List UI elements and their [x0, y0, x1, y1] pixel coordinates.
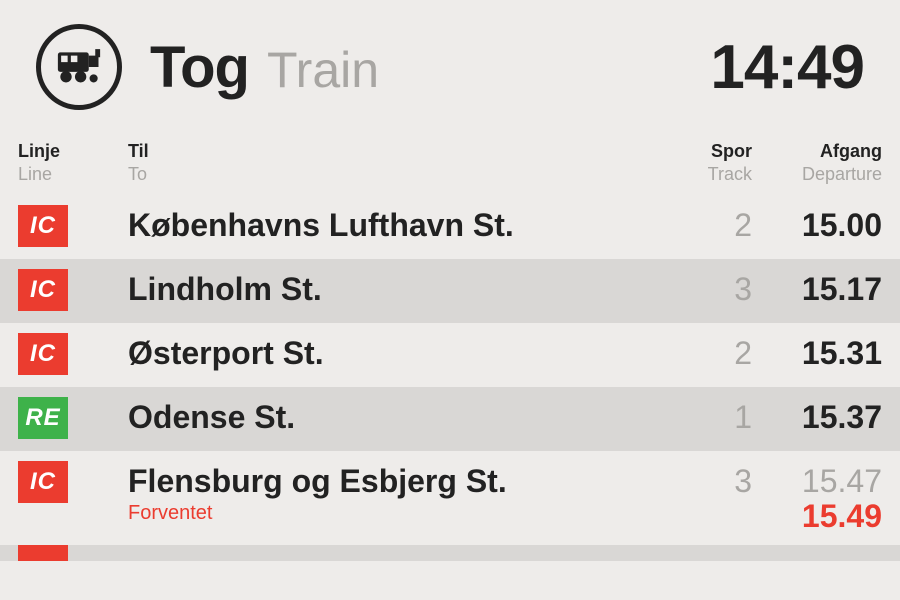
departure-time: 15.31 — [752, 333, 882, 372]
departure-row: RE Odense St.115.37 — [0, 387, 900, 451]
header-departure-primary: Afgang — [752, 140, 882, 163]
line-badge-wrap — [18, 545, 128, 561]
header-track-primary: Spor — [662, 140, 752, 163]
departure-time: 15.00 — [752, 205, 882, 244]
departure-row: IC Flensburg og Esbjerg St.Forventet315.4… — [0, 451, 900, 545]
line-badge: IC — [18, 269, 68, 311]
destination: Østerport St. — [128, 333, 662, 372]
line-badge-wrap: IC — [18, 461, 128, 503]
header-departure-secondary: Departure — [752, 163, 882, 186]
departure-row: IC Lindholm St.315.17 — [0, 259, 900, 323]
track: 2 — [662, 333, 752, 372]
title-block: Tog Train — [150, 34, 710, 101]
line-badge-wrap: IC — [18, 333, 128, 375]
header-to: Til To — [128, 140, 662, 185]
header-line: Linje Line — [18, 140, 128, 185]
destination: Lindholm St. — [128, 269, 662, 308]
header-line-primary: Linje — [18, 140, 128, 163]
expected-time: 15.49 — [752, 498, 882, 535]
departure-row: IC Københavns Lufthavn St.215.00 — [0, 195, 900, 259]
title-primary: Tog — [150, 34, 249, 101]
line-badge: IC — [18, 205, 68, 247]
expected-label: Forventet — [128, 502, 662, 525]
header-line-secondary: Line — [18, 163, 128, 186]
departure-time: 15.37 — [752, 397, 882, 436]
line-badge: IC — [18, 461, 68, 503]
title-secondary: Train — [267, 41, 379, 99]
departure-rows: ICKøbenhavns Lufthavn St.215.00ICLindhol… — [0, 195, 900, 561]
departure-row: IC Østerport St.215.31 — [0, 323, 900, 387]
departure-time: 15.17 — [752, 269, 882, 308]
departure-time: 15.4715.49 — [752, 461, 882, 535]
line-badge-wrap: IC — [18, 205, 128, 247]
destination: Københavns Lufthavn St. — [128, 205, 662, 244]
header-track-secondary: Track — [662, 163, 752, 186]
clock: 14:49 — [710, 32, 864, 103]
header-to-secondary: To — [128, 163, 662, 186]
departure-row-partial — [0, 545, 900, 561]
track: 3 — [662, 269, 752, 308]
track: 3 — [662, 461, 752, 500]
line-badge — [18, 545, 68, 561]
line-badge: RE — [18, 397, 68, 439]
line-badge-wrap: IC — [18, 269, 128, 311]
destination: Odense St. — [128, 397, 662, 436]
destination: Flensburg og Esbjerg St.Forventet — [128, 461, 662, 525]
header-track: Spor Track — [662, 140, 752, 185]
train-logo-circle — [36, 24, 122, 110]
header-departure: Afgang Departure — [752, 140, 882, 185]
train-icon — [53, 47, 105, 87]
header-to-primary: Til — [128, 140, 662, 163]
line-badge: IC — [18, 333, 68, 375]
track: 1 — [662, 397, 752, 436]
header: Tog Train 14:49 — [0, 0, 900, 134]
line-badge-wrap: RE — [18, 397, 128, 439]
track: 2 — [662, 205, 752, 244]
column-headers: Linje Line Til To Spor Track Afgang Depa… — [0, 134, 900, 195]
